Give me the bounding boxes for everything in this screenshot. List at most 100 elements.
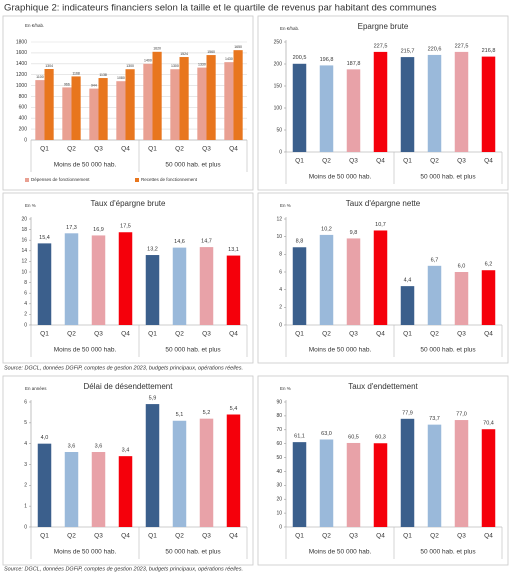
bar [292,442,307,527]
data-label: 3,4 [122,448,130,454]
bar [292,247,307,325]
chart-title: Taux d'épargne nette [346,199,421,208]
x-tick-label: Q2 [67,533,76,540]
data-label: 10,2 [321,226,332,232]
data-label: 73,7 [429,416,440,422]
legend-label: Recettes de fonctionnement [141,177,198,182]
data-label: 1400 [144,59,152,63]
data-label: 1138 [99,73,107,77]
x-tick-label: Q1 [40,146,49,153]
panel-frame [257,375,509,566]
bar [179,57,189,140]
bar [454,51,469,152]
bar [373,51,388,152]
y-tick-label: 8 [279,252,282,258]
y-tick-label: 100 [274,105,283,111]
x-tick-label: Q1 [403,331,412,338]
data-label: 77,0 [456,412,467,418]
bar [346,69,361,152]
data-label: 227,5 [455,43,469,49]
x-tick-label: Q1 [40,533,49,540]
data-label: 1620 [153,47,161,51]
y-tick-label: 8 [24,280,27,286]
bar [44,69,54,140]
data-label: 4,4 [404,278,412,284]
bar [35,80,45,140]
data-label: 1430 [225,57,233,61]
x-tick-label: Q4 [121,146,130,153]
data-label: 10,7 [375,222,386,228]
bar [233,50,243,140]
unit-label: En €/hab. [280,26,299,31]
y-tick-label: 1800 [16,39,27,45]
x-tick-label: Q1 [403,158,412,165]
data-label: 227,5 [374,43,388,49]
data-label: 1100 [36,75,44,79]
bar [170,69,180,140]
data-label: 3,6 [68,443,76,449]
x-tick-label: Q3 [94,331,103,338]
data-label: 215,7 [401,49,415,55]
x-tick-label: Q3 [202,533,211,540]
x-tick-label: Q2 [67,146,76,153]
group-label: Moins de 50 000 hab. [54,549,117,556]
group-label: 50 000 hab. et plus [165,347,221,354]
bar [400,57,415,153]
x-tick-label: Q3 [94,533,103,540]
bar [91,235,106,325]
x-tick-label: Q4 [376,158,385,165]
y-tick-label: 30 [276,483,282,489]
x-tick-label: Q2 [175,331,184,338]
data-label: 5,1 [176,412,184,418]
bar [172,420,187,527]
data-label: 1080 [117,76,125,80]
chart-title: Taux d'endettement [348,382,418,391]
y-tick-label: 40 [276,469,282,475]
x-tick-label: Q1 [40,331,49,338]
x-tick-label: Q4 [376,331,385,338]
data-label: 3,6 [95,443,103,449]
bar [199,418,214,527]
y-tick-label: 200 [19,126,28,132]
chart-title: Taux d'épargne brute [91,199,166,208]
y-tick-label: 14 [21,248,27,254]
group-label: Moins de 50 000 hab. [309,549,372,556]
bar [454,272,469,325]
bar [400,418,415,527]
bar [346,442,361,527]
y-tick-label: 0 [279,149,282,155]
bar [116,81,126,140]
chart-title: Epargne brute [358,22,409,31]
y-tick-label: 10 [276,510,282,516]
bar [98,78,108,140]
data-label: 61,1 [294,434,305,440]
x-tick-label: Q2 [175,533,184,540]
legend-swatch [25,178,29,182]
data-label: 1650 [234,45,242,49]
unit-label: En % [25,203,36,208]
y-tick-label: 1200 [16,72,27,78]
y-tick-label: 800 [19,94,28,100]
y-tick-label: 50 [276,127,282,133]
x-tick-label: Q3 [349,331,358,338]
panel-frame [2,15,254,191]
bar [481,56,496,152]
x-tick-label: Q2 [175,146,184,153]
bar [427,424,442,527]
y-tick-label: 4 [279,287,282,293]
bar [199,247,214,325]
data-label: 60,5 [348,434,359,440]
bar [145,404,160,527]
bar [427,54,442,152]
y-tick-label: 90 [276,399,282,405]
panel-frame [257,192,509,364]
x-tick-label: Q4 [121,331,130,338]
data-label: 16,9 [93,227,104,233]
y-tick-label: 18 [21,227,27,233]
legend-swatch [135,178,139,182]
y-tick-label: 0 [24,322,27,328]
y-tick-label: 0 [24,524,27,530]
bar [143,63,153,140]
bar [400,286,415,325]
